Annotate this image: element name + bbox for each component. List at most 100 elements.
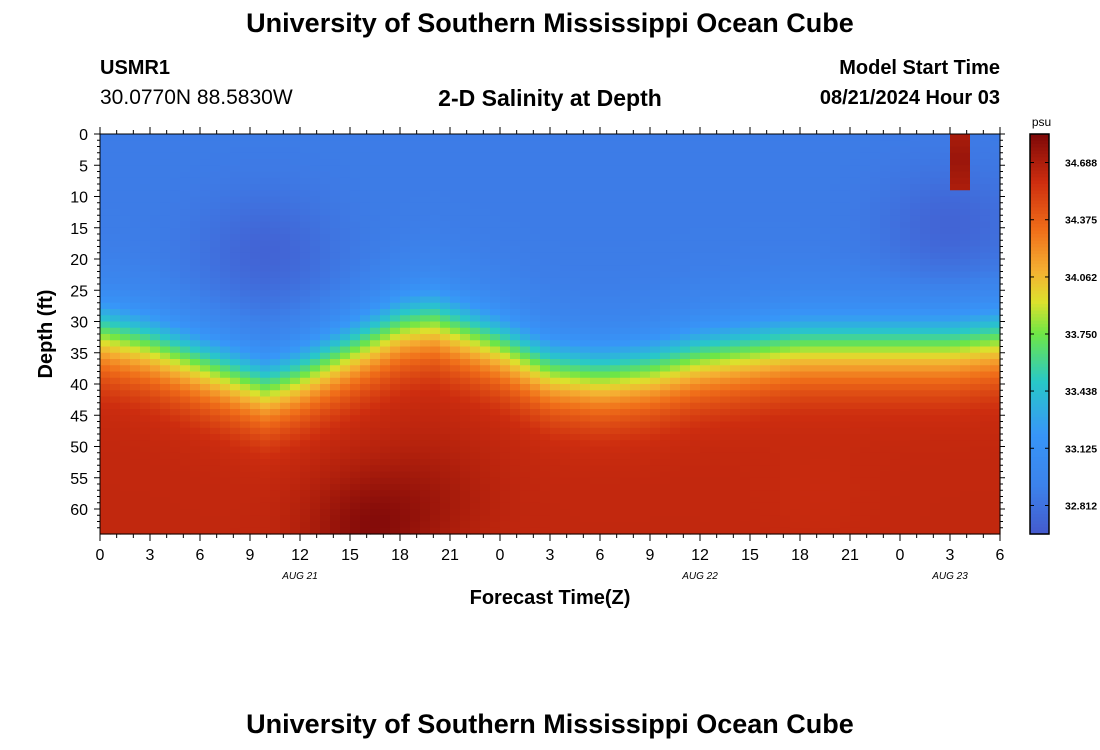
heatmap-cell [760,165,771,173]
heatmap-cell [820,196,831,204]
heatmap-cell [440,259,451,266]
heatmap-cell [140,477,151,485]
heatmap-cell [380,459,391,466]
heatmap-cell [650,402,661,410]
heatmap-cell [500,321,511,329]
heatmap-cell [460,321,471,329]
heatmap-cell [400,302,411,310]
heatmap-cell [490,234,501,241]
heatmap-cell [820,484,831,491]
heatmap-cell [520,140,531,148]
heatmap-cell [570,221,581,229]
heatmap-cell [690,434,701,441]
heatmap-cell [770,434,781,441]
heatmap-cell [750,277,761,285]
heatmap-cell [480,234,491,241]
heatmap-cell [610,409,621,416]
heatmap-cell [700,196,711,204]
heatmap-cell [710,252,721,260]
heatmap-cell [550,515,561,523]
heatmap-cell [250,234,261,241]
heatmap-cell [430,202,441,210]
heatmap-cell [170,390,181,398]
heatmap-cell [110,315,121,323]
heatmap-cell [480,440,491,448]
heatmap-cell [200,259,211,266]
heatmap-cell [330,227,341,235]
heatmap-cell [390,396,401,404]
heatmap-cell [680,340,691,348]
heatmap-cell [780,252,791,260]
heatmap-cell [570,509,581,516]
heatmap-cell [300,159,311,166]
heatmap-cell [100,446,111,454]
heatmap-cell [790,146,801,154]
heatmap-cell [800,440,811,448]
heatmap-cell [120,421,131,429]
heatmap-cell [710,321,721,329]
heatmap-cell [620,259,631,266]
heatmap-cell [240,490,251,498]
heatmap-cell [610,334,621,341]
heatmap-cell [550,265,561,273]
heatmap-cell [690,271,701,279]
heatmap-cell [190,202,201,210]
heatmap-cell [800,184,811,191]
heatmap-cell [640,490,651,498]
heatmap-cell [870,277,881,285]
heatmap-cell [710,371,721,379]
heatmap-cell [860,384,871,391]
heatmap-cell [550,277,561,285]
heatmap-cell [740,365,751,373]
heatmap-cell [410,202,421,210]
heatmap-cell [230,390,241,398]
heatmap-cell [160,234,171,241]
heatmap-cell [820,209,831,216]
heatmap-cell [580,134,591,141]
heatmap-cell [640,190,651,198]
heatmap-cell [510,415,521,423]
heatmap-cell [400,452,411,460]
heatmap-cell [360,471,371,479]
heatmap-cell [620,346,631,354]
heatmap-cell [590,134,601,141]
heatmap-cell [560,321,571,329]
heatmap-cell [810,321,821,329]
heatmap-cell [480,496,491,504]
heatmap-cell [550,171,561,179]
heatmap-cell [850,215,861,223]
heatmap-cell [710,159,721,166]
heatmap-cell [130,277,141,285]
heatmap-cell [160,434,171,441]
heatmap-cell [820,277,831,285]
heatmap-cell [200,377,211,385]
heatmap-cell [250,396,261,404]
heatmap-cell [320,327,331,335]
heatmap-cell [230,352,241,360]
heatmap-cell [790,427,801,435]
heatmap-cell [280,396,291,404]
heatmap-cell [280,152,291,160]
heatmap-cell [590,502,601,510]
heatmap-cell [630,277,641,285]
heatmap-cell [220,527,231,535]
heatmap-cell [160,165,171,173]
heatmap-cell [300,296,311,304]
heatmap-cell [790,202,801,210]
heatmap-cell [220,215,231,223]
heatmap-cell [390,252,401,260]
heatmap-cell [350,340,361,348]
heatmap-cell [840,246,851,254]
heatmap-cell [720,134,731,141]
heatmap-cell [710,315,721,323]
heatmap-cell [730,265,741,273]
heatmap-cell [170,152,181,160]
heatmap-cell [820,515,831,523]
heatmap-cell [530,234,541,241]
heatmap-cell [590,146,601,154]
heatmap-cell [100,327,111,335]
heatmap-cell [720,502,731,510]
heatmap-cell [310,402,321,410]
heatmap-cell [740,296,751,304]
